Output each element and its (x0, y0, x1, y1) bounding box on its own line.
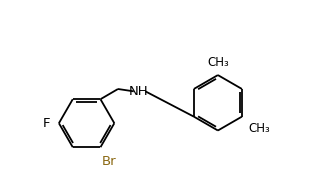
Text: CH₃: CH₃ (248, 122, 270, 135)
Text: NH: NH (129, 85, 149, 98)
Text: Br: Br (102, 155, 117, 168)
Text: CH₃: CH₃ (207, 56, 229, 69)
Text: F: F (43, 117, 51, 130)
